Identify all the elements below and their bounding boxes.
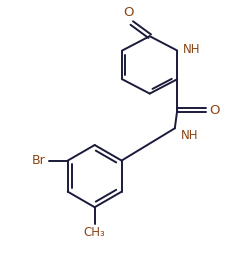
Text: O: O <box>210 104 220 117</box>
Text: Br: Br <box>31 154 45 167</box>
Text: NH: NH <box>183 43 201 56</box>
Text: O: O <box>123 6 133 19</box>
Text: CH₃: CH₃ <box>84 226 106 239</box>
Text: NH: NH <box>181 130 198 142</box>
